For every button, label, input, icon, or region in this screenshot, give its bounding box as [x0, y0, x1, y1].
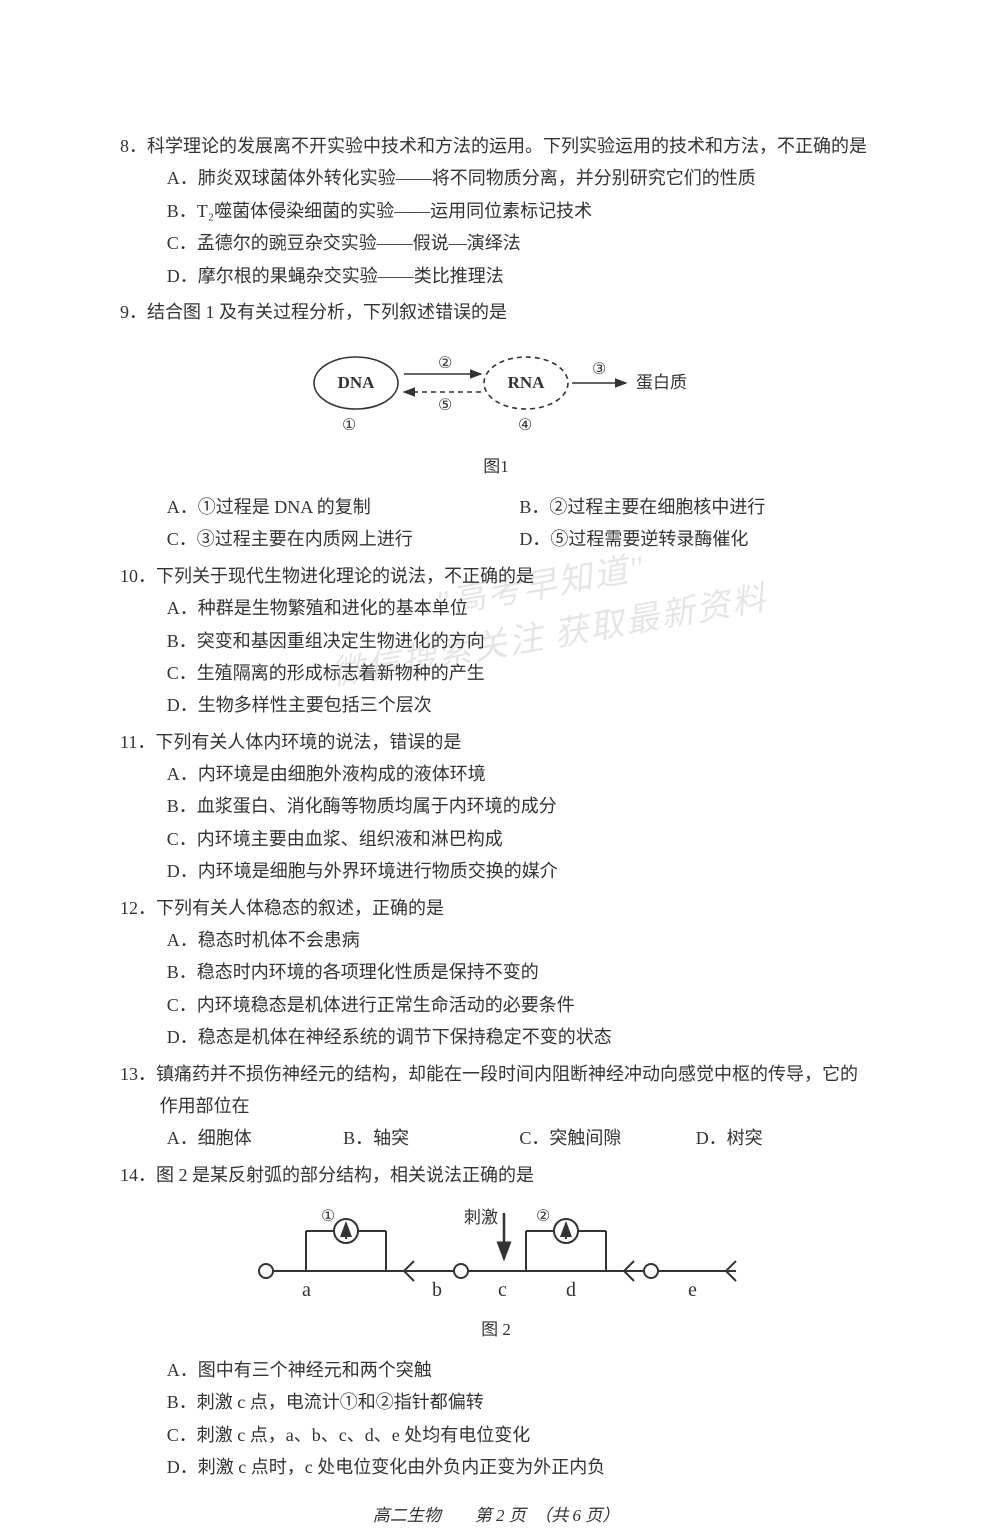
fig1-n5: ⑤ — [438, 397, 452, 414]
fig2-d: d — [566, 1279, 576, 1301]
q14-opt-a: A．图中有三个神经元和两个突触 — [167, 1354, 872, 1386]
fig1-n1: ① — [342, 417, 356, 434]
q9-opt-c: C．③过程主要在内质网上进行 — [167, 523, 520, 555]
q10-opt-d: D．生物多样性主要包括三个层次 — [167, 689, 872, 721]
fig2-n1: ① — [321, 1208, 335, 1225]
fig2-a: a — [302, 1279, 311, 1301]
q11-options: A．内环境是由细胞外液构成的液体环境 B．血浆蛋白、消化酶等物质均属于内环境的成… — [120, 758, 872, 888]
q8-opt-d: D．摩尔根的果蝇杂交实验——类比推理法 — [167, 260, 872, 292]
q10-opt-c: C．生殖隔离的形成标志着新物种的产生 — [167, 657, 872, 689]
q10-opt-b: B．突变和基因重组决定生物进化的方向 — [167, 625, 872, 657]
q8-options: A．肺炎双球菌体外转化实验——将不同物质分离，并分别研究它们的性质 B．T₂噬菌… — [120, 162, 872, 292]
q11-stem: 11．下列有关人体内环境的说法，错误的是 — [120, 726, 872, 758]
q13-opt-c: C．突触间隙 — [519, 1122, 695, 1154]
q9-opt-d: D．⑤过程需要逆转录酶催化 — [519, 523, 872, 555]
q13-opt-a: A．细胞体 — [167, 1122, 343, 1154]
question-11: 11．下列有关人体内环境的说法，错误的是 A．内环境是由细胞外液构成的液体环境 … — [120, 726, 872, 888]
q14-opt-c: C．刺激 c 点，a、b、c、d、e 处均有电位变化 — [167, 1419, 872, 1451]
q13-opt-b: B．轴突 — [343, 1122, 519, 1154]
q8-stem: 8．科学理论的发展离不开实验中技术和方法的运用。下列实验运用的技术和方法，不正确… — [120, 130, 872, 162]
q14-opt-b: B．刺激 c 点，电流计①和②指针都偏转 — [167, 1386, 872, 1418]
q8-opt-a: A．肺炎双球菌体外转化实验——将不同物质分离，并分别研究它们的性质 — [167, 162, 872, 194]
fig2-e: e — [688, 1279, 697, 1301]
fig1-protein: 蛋白质 — [636, 373, 687, 392]
q10-opt-a: A．种群是生物繁殖和进化的基本单位 — [167, 592, 872, 624]
q14-opt-d: D．刺激 c 点时，c 处电位变化由外负内正变为外正内负 — [167, 1451, 872, 1483]
fig1-rna: RNA — [508, 373, 546, 392]
question-14: 14．图 2 是某反射弧的部分结构，相关说法正确的是 — [120, 1159, 872, 1484]
q11-opt-d: D．内环境是细胞与外界环境进行物质交换的媒介 — [167, 855, 872, 887]
figure-2: ① ② 刺激 a b c d e 图 2 — [120, 1201, 872, 1346]
question-9: 9．结合图 1 及有关过程分析，下列叙述错误的是 DNA ① ② ⑤ RNA ④… — [120, 296, 872, 556]
figure-1: DNA ① ② ⑤ RNA ④ ③ 蛋白质 图1 — [120, 338, 872, 483]
fig1-dna: DNA — [338, 373, 376, 392]
q13-options: A．细胞体 B．轴突 C．突触间隙 D．树突 — [120, 1122, 872, 1154]
q8-opt-b: B．T₂噬菌体侵染细菌的实验——运用同位素标记技术 — [167, 195, 872, 227]
q9-opt-b: B．②过程主要在细胞核中进行 — [519, 491, 872, 523]
q9-stem: 9．结合图 1 及有关过程分析，下列叙述错误的是 — [120, 296, 872, 328]
question-10: 10．下列关于现代生物进化理论的说法，不正确的是 A．种群是生物繁殖和进化的基本… — [120, 560, 872, 722]
q12-opt-b: B．稳态时内环境的各项理化性质是保持不变的 — [167, 956, 872, 988]
fig2-c: c — [498, 1279, 507, 1301]
figure-2-caption: 图 2 — [120, 1315, 872, 1346]
q13-stem: 13．镇痛药并不损伤神经元的结构，却能在一段时间内阻断神经冲动向感觉中枢的传导，… — [120, 1058, 872, 1123]
q14-options: A．图中有三个神经元和两个突触 B．刺激 c 点，电流计①和②指针都偏转 C．刺… — [120, 1354, 872, 1484]
figure-1-caption: 图1 — [120, 452, 872, 483]
q12-opt-c: C．内环境稳态是机体进行正常生命活动的必要条件 — [167, 989, 872, 1021]
q10-options: A．种群是生物繁殖和进化的基本单位 B．突变和基因重组决定生物进化的方向 C．生… — [120, 592, 872, 722]
q9-opt-a: A．①过程是 DNA 的复制 — [167, 491, 520, 523]
q10-stem: 10．下列关于现代生物进化理论的说法，不正确的是 — [120, 560, 872, 592]
question-8: 8．科学理论的发展离不开实验中技术和方法的运用。下列实验运用的技术和方法，不正确… — [120, 130, 872, 292]
q9-options: A．①过程是 DNA 的复制 B．②过程主要在细胞核中进行 C．③过程主要在内质… — [120, 491, 872, 556]
q12-opt-a: A．稳态时机体不会患病 — [167, 924, 872, 956]
q14-stem: 14．图 2 是某反射弧的部分结构，相关说法正确的是 — [120, 1159, 872, 1191]
figure-2-svg: ① ② 刺激 a b c d e — [236, 1201, 756, 1311]
q12-opt-d: D．稳态是机体在神经系统的调节下保持稳定不变的状态 — [167, 1021, 872, 1053]
q8-opt-c: C．孟德尔的豌豆杂交实验——假说—演绎法 — [167, 227, 872, 259]
question-13: 13．镇痛药并不损伤神经元的结构，却能在一段时间内阻断神经冲动向感觉中枢的传导，… — [120, 1058, 872, 1155]
page-footer: 高二生物 第 2 页 （共 6 页） — [120, 1501, 872, 1532]
q12-options: A．稳态时机体不会患病 B．稳态时内环境的各项理化性质是保持不变的 C．内环境稳… — [120, 924, 872, 1054]
fig2-n2: ② — [536, 1208, 550, 1225]
fig2-stim: 刺激 — [464, 1208, 498, 1227]
figure-1-svg: DNA ① ② ⑤ RNA ④ ③ 蛋白质 — [286, 338, 706, 448]
question-12: 12．下列有关人体稳态的叙述，正确的是 A．稳态时机体不会患病 B．稳态时内环境… — [120, 892, 872, 1054]
q11-opt-b: B．血浆蛋白、消化酶等物质均属于内环境的成分 — [167, 790, 872, 822]
q12-stem: 12．下列有关人体稳态的叙述，正确的是 — [120, 892, 872, 924]
fig1-n2: ② — [438, 355, 452, 372]
q11-opt-c: C．内环境主要由血浆、组织液和淋巴构成 — [167, 823, 872, 855]
fig2-b: b — [432, 1279, 442, 1301]
fig1-n4: ④ — [518, 417, 532, 434]
q11-opt-a: A．内环境是由细胞外液构成的液体环境 — [167, 758, 872, 790]
fig1-n3: ③ — [592, 361, 606, 378]
q13-opt-d: D．树突 — [696, 1122, 872, 1154]
